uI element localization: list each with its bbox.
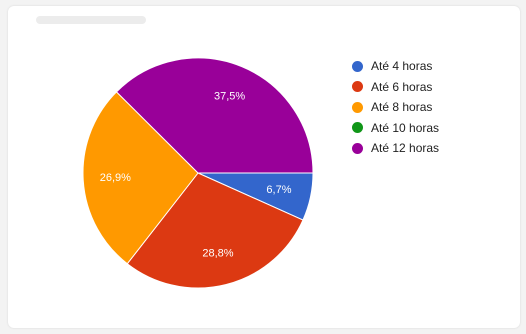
legend-swatch-1	[352, 81, 363, 93]
pie-value-label-4: 37,5%	[214, 90, 245, 102]
legend-swatch-4	[352, 142, 363, 154]
pie-slices	[82, 57, 314, 289]
legend-item-0: Até 4 horas	[352, 56, 439, 77]
legend-label-4: Até 12 horas	[371, 141, 440, 156]
legend-item-1: Até 6 horas	[352, 77, 439, 98]
legend-label-0: Até 4 horas	[371, 59, 433, 74]
pie-slice-4	[115, 57, 314, 174]
chart-legend: Até 4 horas Até 6 horas Até 8 horas Até 10 …	[352, 56, 439, 159]
legend-swatch-0	[352, 60, 363, 72]
legend-item-2: Até 8 horas	[352, 97, 439, 118]
legend-item-3: Até 10 horas	[352, 118, 439, 139]
legend-swatch-3	[352, 122, 363, 134]
pie-value-labels: 6,7% 28,8% 26,9% 37,5%	[100, 90, 292, 259]
legend-item-4: Até 12 horas	[352, 138, 439, 159]
pie-value-label-0: 6,7%	[266, 184, 291, 196]
legend-label-3: Até 10 horas	[371, 120, 440, 135]
legend-swatch-2	[352, 101, 363, 113]
legend-label-1: Até 6 horas	[371, 79, 433, 94]
pie-slice-1	[126, 172, 304, 289]
pie-slice-2	[82, 91, 199, 265]
legend-label-2: Até 8 horas	[371, 100, 433, 115]
pie-value-label-2: 26,9%	[100, 172, 131, 184]
chart-title-placeholder	[36, 16, 146, 24]
pie-value-label-1: 28,8%	[202, 247, 233, 259]
